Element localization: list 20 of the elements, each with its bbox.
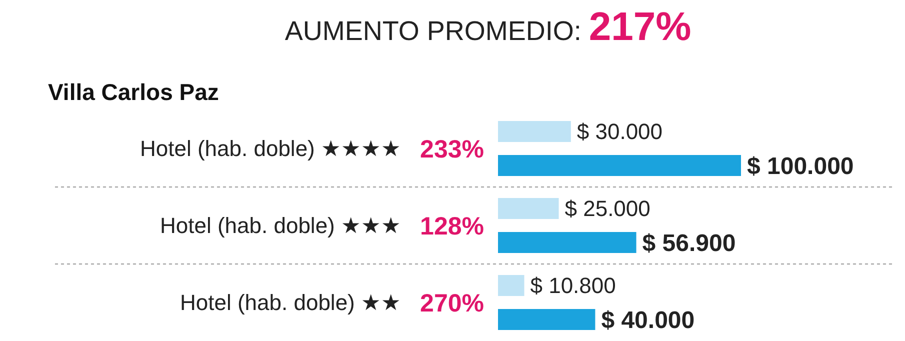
data-label: $ 56.900 (642, 230, 736, 257)
bar (498, 275, 524, 296)
bar (498, 155, 741, 176)
y-tick-label: Hotel (hab. doble) ★★★★ (140, 136, 401, 162)
bar (498, 121, 571, 142)
data-label: $ 30.000 (576, 119, 663, 144)
y-tick-label: Hotel (hab. doble) ★★ (180, 290, 401, 316)
text: 233% (420, 135, 484, 164)
text: 270% (420, 289, 484, 318)
data-label: $ 100.000 (747, 152, 854, 180)
data-label: $ 40.000 (601, 306, 695, 334)
bar (498, 232, 636, 253)
bar (498, 309, 596, 330)
text: Villa Carlos Paz (48, 79, 219, 105)
data-label: $ 10.800 (530, 273, 616, 298)
bar (498, 198, 559, 219)
y-tick-label: Hotel (hab. doble) ★★★ (160, 213, 401, 238)
chart-title: AUMENTO PROMEDIO: 217% (284, 5, 692, 49)
data-label: $ 25.000 (564, 196, 650, 222)
text: 128% (420, 212, 484, 240)
